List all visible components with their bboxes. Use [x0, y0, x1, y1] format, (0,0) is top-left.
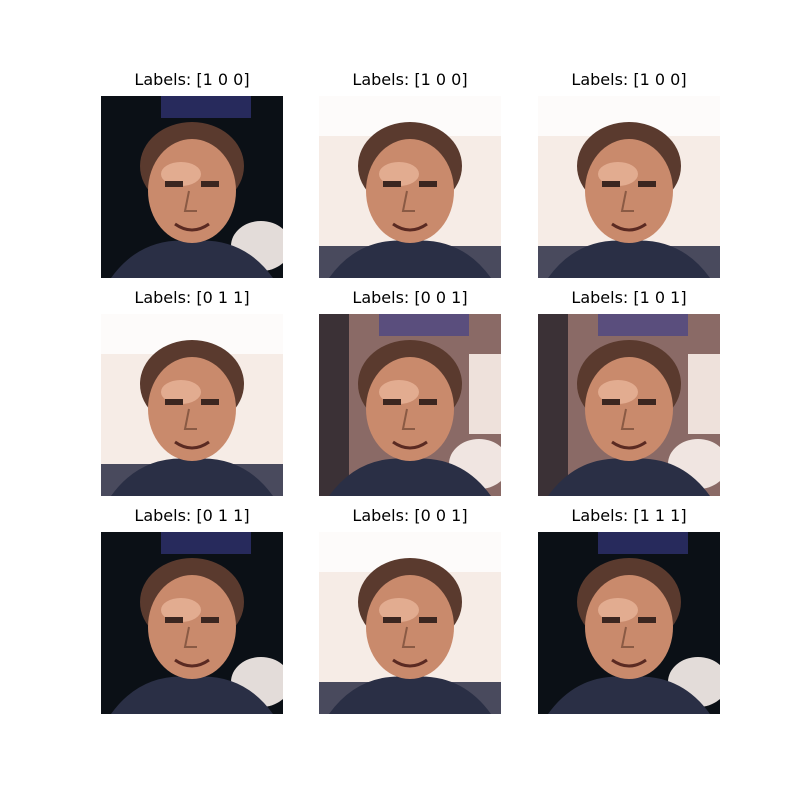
generated-face-image [319, 532, 501, 714]
generated-face-image [538, 96, 720, 278]
sample-title: Labels: [0 0 1] [352, 506, 468, 525]
sample-title: Labels: [1 0 0] [352, 70, 468, 89]
sample-cell: Labels: [0 0 1] [319, 288, 501, 496]
sample-cell: Labels: [1 0 0] [319, 70, 501, 278]
sample-cell: Labels: [1 0 0] [101, 70, 283, 278]
sample-title: Labels: [0 1 1] [134, 506, 250, 525]
generated-face-image [538, 532, 720, 714]
generated-face-image [101, 314, 283, 496]
sample-cell: Labels: [0 1 1] [101, 506, 283, 714]
sample-title: Labels: [1 0 1] [571, 288, 687, 307]
generated-face-image [101, 532, 283, 714]
sample-cell: Labels: [0 0 1] [319, 506, 501, 714]
generated-face-image [538, 314, 720, 496]
sample-title: Labels: [0 0 1] [352, 288, 468, 307]
sample-title: Labels: [0 1 1] [134, 288, 250, 307]
sample-cell: Labels: [1 1 1] [538, 506, 720, 714]
generated-face-image [319, 314, 501, 496]
sample-cell: Labels: [1 0 0] [538, 70, 720, 278]
sample-cell: Labels: [0 1 1] [101, 288, 283, 496]
generated-face-image [319, 96, 501, 278]
sample-cell: Labels: [1 0 1] [538, 288, 720, 496]
sample-title: Labels: [1 0 0] [571, 70, 687, 89]
sample-title: Labels: [1 0 0] [134, 70, 250, 89]
sample-title: Labels: [1 1 1] [571, 506, 687, 525]
generated-face-image [101, 96, 283, 278]
